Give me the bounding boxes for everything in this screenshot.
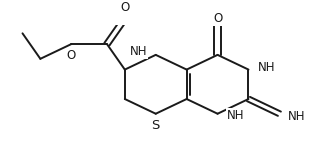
Text: NH: NH <box>226 109 244 122</box>
Text: NH: NH <box>257 61 275 74</box>
Text: NH: NH <box>130 45 148 58</box>
Text: O: O <box>120 1 129 14</box>
Text: O: O <box>213 12 222 25</box>
Text: O: O <box>67 49 76 62</box>
Text: NH: NH <box>288 110 306 123</box>
Text: S: S <box>151 119 160 132</box>
